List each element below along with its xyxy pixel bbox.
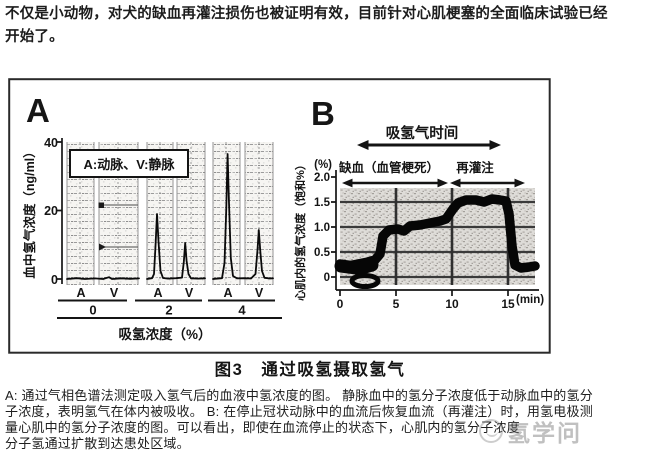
x-unit-label: (min)	[516, 294, 544, 306]
av-label: V	[110, 286, 119, 300]
x-tick-label: 5	[393, 297, 400, 311]
av-label: A	[223, 286, 232, 300]
av-label: A	[153, 286, 162, 300]
retention-marker	[98, 202, 104, 208]
description-line: 量心肌中的氢分子浓度的图。可以看出，即使在血流停止的状态下，心肌内的氢分子浓度	[5, 420, 520, 435]
panel-b-y-axis	[331, 170, 337, 290]
ischemia-arrow	[342, 178, 448, 188]
panel-b-y-axis-title: 心肌内的氢气浓度（饱和%）	[293, 159, 307, 301]
figure-svg: A 40 20 0 血中氢气浓度（ng/ml） A:动脉、V:静脉	[8, 78, 551, 354]
reperfusion-label: 再灌注	[456, 160, 494, 175]
group-number: 2	[165, 303, 172, 318]
panel-b-x-axis	[336, 289, 539, 296]
panel-a-label: A	[26, 92, 50, 129]
intro-text: 不仅是小动物，对犬的缺血再灌注损伤也被证明有效，目前针对心肌梗塞的全面临床试验已…	[5, 3, 657, 49]
retention-markers	[98, 202, 138, 251]
retention-marker	[99, 243, 106, 251]
y-unit-label: (%)	[314, 159, 332, 171]
description-line: 分子氢通过扩散到达患处区域。	[5, 436, 190, 451]
panel-a-y-tick-label: 40	[44, 136, 58, 150]
figure-border	[8, 78, 551, 354]
intro-line-2: 开始了。	[5, 29, 64, 45]
panel-b-y-tick-label: 0.5	[314, 247, 331, 259]
description-line: 子浓度，表明氢气在体内被吸收。 B: 在停止冠状动脉中的血流后恢复血流（再灌注）…	[5, 404, 593, 419]
legend-text: A:动脉、V:静脉	[83, 157, 175, 172]
x-tick-label: 15	[501, 297, 515, 311]
hydrogen-concentration-trace	[335, 194, 540, 273]
x-tick-label: 10	[445, 297, 459, 311]
panel-a-y-tick-label: 20	[44, 204, 58, 218]
figure-description: A: 通过气相色谱法测定吸入氢气后的血液中氢浓度的图。 静脉血中的氢分子浓度低于…	[5, 388, 658, 452]
panel-b-y-tick-label: 1.5	[314, 197, 331, 209]
chromatogram-trace-4pct	[212, 153, 274, 280]
av-label: V	[255, 286, 264, 300]
panel-a-y-axis	[56, 138, 63, 284]
strip-center-lines	[79, 142, 260, 285]
figure-frame: A 40 20 0 血中氢气浓度（ng/ml） A:动脉、V:静脉	[8, 78, 551, 354]
av-label: V	[185, 286, 194, 300]
strip-edge-lines	[66, 142, 274, 285]
panel-a-y-tick-label: 0	[51, 273, 58, 287]
intro-line-1: 不仅是小动物，对犬的缺血再灌注损伤也被证明有效，目前针对心肌梗塞的全面临床试验已…	[5, 6, 608, 22]
panel-a-x-axis-title: 吸氢浓度（%）	[118, 326, 211, 342]
chromatogram-trace-0pct	[66, 276, 140, 280]
x-tick-label: 0	[337, 297, 344, 311]
legend-box	[69, 149, 189, 178]
inhalation-time-arrow	[357, 140, 501, 150]
figure-caption: 图3 通过吸氢摄取氢气	[214, 361, 406, 379]
trace-loop-artifact	[349, 273, 381, 289]
panel-b-label: B	[311, 95, 335, 132]
panel-a-y-axis-title: 血中氢气浓度（ng/ml）	[22, 145, 37, 278]
group-number: 0	[89, 303, 96, 318]
group-number: 4	[238, 303, 246, 318]
description-line: A: 通过气相色谱法测定吸入氢气后的血液中氢浓度的图。 静脉血中的氢分子浓度低于…	[5, 388, 593, 403]
panel-b-y-tick-label: 1.0	[314, 222, 330, 234]
trace-start-band	[334, 258, 379, 276]
reperfusion-arrow	[450, 178, 525, 188]
ischemia-label: 缺血（血管梗死）	[339, 160, 439, 175]
chromatogram-trace-2pct	[146, 213, 206, 280]
panel-b-y-tick-label: 2.0	[314, 172, 330, 184]
av-label: A	[76, 286, 85, 300]
inhalation-time-title: 吸氢气时间	[386, 124, 459, 142]
horizontal-gridlines	[340, 200, 535, 279]
panel-b-y-tick-label: 0	[324, 272, 330, 284]
